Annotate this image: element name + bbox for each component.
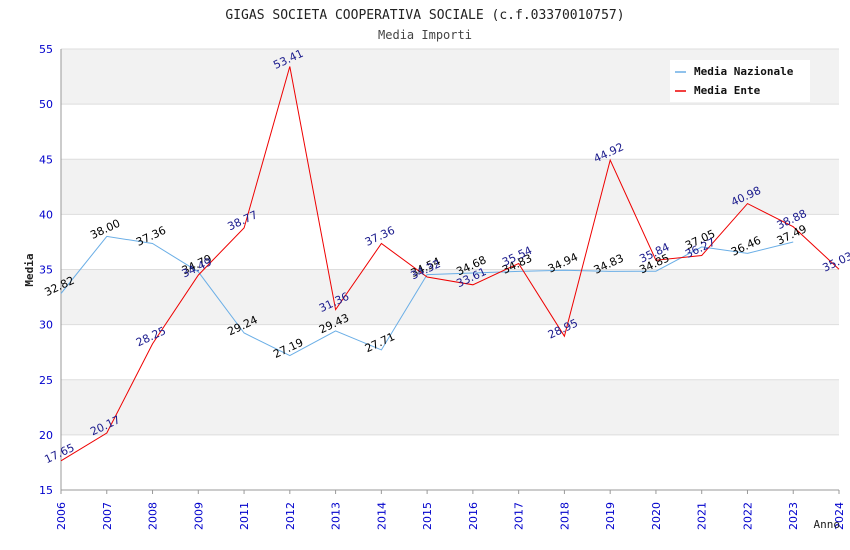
x-tick-label: 2019 <box>604 502 617 530</box>
data-label: 37.36 <box>134 224 168 249</box>
data-label: 28.25 <box>134 324 168 349</box>
data-label: 27.71 <box>363 330 397 355</box>
x-tick-label: 2009 <box>192 502 205 530</box>
x-tick-label: 2023 <box>787 502 800 530</box>
x-tick-label: 2015 <box>421 502 434 530</box>
y-tick-label: 35 <box>39 264 53 277</box>
band <box>61 159 839 215</box>
y-tick-label: 15 <box>39 484 53 497</box>
x-tick-labels: 2006 2007 2008 2009 2011 2012 2013 2014 2015 2016… <box>55 490 846 530</box>
data-label: 36.46 <box>729 234 763 259</box>
background-bands <box>61 49 839 435</box>
x-tick-label: 2024 <box>833 502 846 530</box>
data-label: 17.65 <box>42 441 76 466</box>
y-tick-labels: 15 20 25 30 35 40 45 50 55 <box>39 43 53 497</box>
y-tick-label: 50 <box>39 98 53 111</box>
x-tick-label: 2012 <box>284 502 297 530</box>
x-tick-label: 2017 <box>513 502 526 530</box>
legend: Media Nazionale Media Ente <box>670 60 810 102</box>
series-line-media-ente <box>60 66 840 462</box>
data-label: 27.19 <box>271 336 305 361</box>
y-tick-label: 40 <box>39 208 53 221</box>
x-axis-label: Anno <box>814 518 841 531</box>
x-tick-label: 2008 <box>147 502 160 530</box>
x-tick-label: 2020 <box>650 502 663 530</box>
series-lines <box>60 66 840 462</box>
y-axis-label: Media <box>23 253 36 286</box>
x-tick-label: 2007 <box>101 502 114 530</box>
band <box>61 379 839 435</box>
chart-title: GIGAS SOCIETA COOPERATIVA SOCIALE (c.f.0… <box>225 8 624 23</box>
y-tick-label: 45 <box>39 153 53 166</box>
x-tick-label: 2013 <box>330 502 343 530</box>
x-tick-label: 2016 <box>467 502 480 530</box>
legend-label-media-ente: Media Ente <box>694 84 761 97</box>
chart-subtitle: Media Importi <box>378 28 472 42</box>
axes <box>60 49 839 491</box>
y-tick-label: 55 <box>39 43 53 56</box>
x-tick-label: 2011 <box>238 502 251 530</box>
y-tick-label: 25 <box>39 374 53 387</box>
series-line-media-nazionale <box>60 235 794 357</box>
x-tick-label: 2021 <box>696 502 709 530</box>
x-tick-label: 2018 <box>558 502 571 530</box>
x-tick-label: 2022 <box>741 502 754 530</box>
legend-box <box>670 60 810 102</box>
legend-label-media-nazionale: Media Nazionale <box>694 65 794 78</box>
x-tick-label: 2014 <box>375 502 388 530</box>
y-tick-label: 20 <box>39 429 53 442</box>
x-tick-label: 2006 <box>55 502 68 530</box>
y-tick-label: 30 <box>39 319 53 332</box>
band <box>61 269 839 325</box>
